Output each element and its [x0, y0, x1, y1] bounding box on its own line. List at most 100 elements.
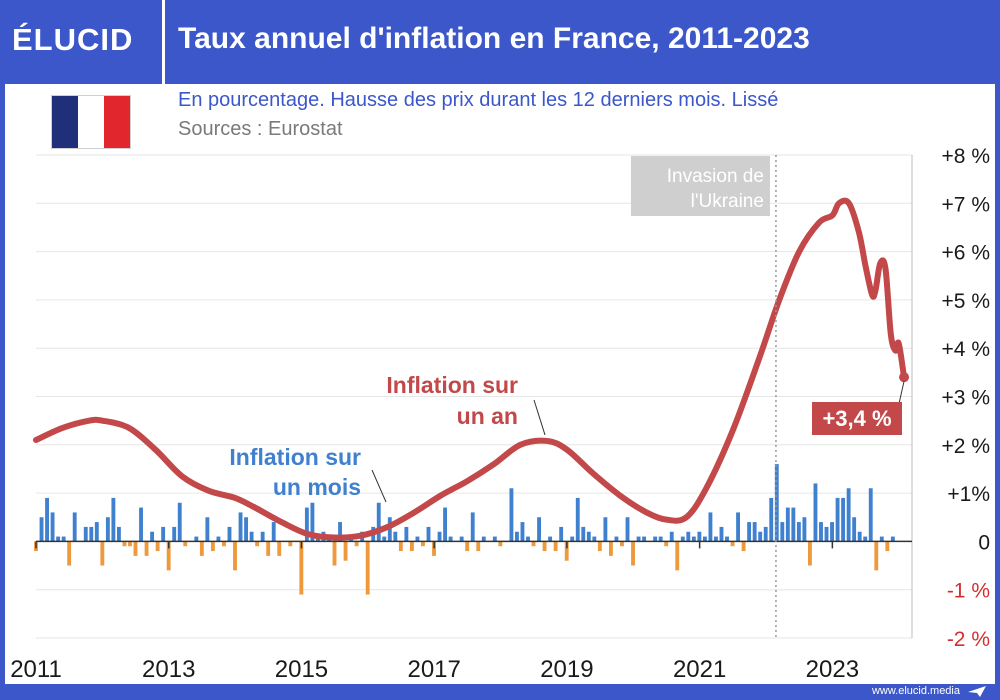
y-tick-label: +5 %	[942, 290, 990, 313]
monthly-bar	[802, 517, 807, 542]
monthly-bar	[249, 531, 254, 542]
monthly-bar	[548, 536, 553, 542]
monthly-bar	[763, 526, 768, 542]
monthly-bar	[725, 536, 729, 542]
monthly-bar	[144, 541, 149, 556]
monthly-bar	[271, 522, 276, 542]
monthly-bar	[824, 526, 829, 542]
monthly-bar	[227, 526, 232, 542]
monthly-bar	[614, 536, 619, 542]
monthly-bar	[365, 541, 370, 595]
monthly-bar	[741, 541, 746, 552]
ukraine-label-box	[630, 156, 770, 216]
monthly-bar	[354, 541, 359, 547]
monthly-bar	[155, 541, 160, 552]
monthly-bar	[730, 541, 735, 547]
monthly-bar	[421, 541, 425, 547]
x-tick-label: 2015	[275, 656, 328, 683]
monthly-bar	[61, 536, 66, 542]
monthly-bar	[122, 541, 127, 547]
monthly-bar	[310, 502, 315, 542]
monthly-bar	[233, 541, 237, 571]
y-tick-label: +4 %	[942, 338, 990, 361]
monthly-bar	[476, 541, 481, 552]
monthly-bar	[653, 536, 658, 542]
monthly-bar	[774, 464, 779, 542]
monthly-bar	[39, 517, 44, 542]
x-tick-label: 2017	[407, 656, 460, 683]
monthly-bar	[509, 488, 514, 542]
monthly-bar	[50, 512, 55, 542]
monthly-bar	[498, 541, 503, 547]
last-value-point	[899, 372, 910, 383]
y-tick-label: +2 %	[942, 435, 990, 458]
france-flag	[52, 96, 130, 148]
monthly-bar	[304, 507, 309, 542]
monthly-bar	[608, 541, 613, 556]
monthly-bar	[393, 531, 398, 542]
y-tick-label: +7 %	[942, 193, 990, 216]
annual-inflation-line	[33, 197, 908, 541]
monthly-bar	[846, 488, 851, 542]
monthly-bar	[459, 536, 464, 542]
monthly-bar	[868, 488, 873, 542]
monthly-bar	[769, 497, 774, 542]
monthly-bar	[686, 531, 691, 542]
monthly-bar	[852, 517, 857, 542]
monthly-bar	[542, 541, 547, 552]
last-value-badge	[812, 402, 902, 435]
y-tick-label: +3 %	[942, 387, 990, 410]
footer-url[interactable]: www.elucid.media	[871, 685, 960, 697]
elucid-logo: ÉLUCID	[12, 22, 134, 57]
monthly-bar	[94, 522, 99, 542]
monthly-bar	[128, 541, 132, 547]
monthly-bar	[592, 536, 597, 542]
monthly-bar	[636, 536, 641, 542]
monthly-bar	[879, 536, 884, 542]
monthly-bar	[177, 502, 182, 542]
monthly-bar	[105, 517, 110, 542]
monthly-bar	[736, 512, 741, 542]
monthly-bar	[210, 541, 215, 552]
monthly-bars-label: Inflation sur	[229, 444, 361, 470]
monthly-bar	[481, 536, 486, 542]
monthly-bar	[841, 497, 846, 542]
paper-plane-icon	[968, 686, 986, 697]
monthly-bar	[443, 507, 448, 542]
axes	[35, 155, 913, 638]
x-tick-label: 2013	[142, 656, 195, 683]
monthly-bar	[586, 531, 591, 542]
y-tick-label: +6 %	[942, 242, 990, 265]
monthly-bar	[404, 526, 409, 542]
monthly-bar	[515, 531, 519, 542]
monthly-bar	[658, 536, 663, 542]
monthly-bar	[747, 522, 752, 542]
x-tick-label: 2011	[10, 656, 62, 683]
ukraine-label: l'Ukraine	[691, 191, 764, 212]
monthly-bar	[111, 497, 116, 542]
monthly-bar	[564, 541, 569, 561]
monthly-bar	[277, 541, 282, 556]
monthly-bar	[161, 526, 166, 542]
monthly-bar	[260, 531, 265, 542]
monthly-bar	[581, 526, 586, 542]
monthly-bar	[597, 541, 602, 552]
monthly-bar	[791, 507, 796, 542]
monthly-bar	[526, 536, 530, 542]
monthly-bar	[45, 497, 49, 542]
y-tick-label: -1 %	[947, 580, 990, 603]
monthly-bar	[465, 541, 470, 552]
monthly-bar	[520, 522, 525, 542]
monthly-bar	[575, 497, 580, 542]
monthly-bar	[625, 517, 630, 542]
monthly-bar	[382, 536, 387, 542]
monthly-bar	[835, 497, 840, 542]
monthly-bar	[288, 541, 293, 547]
monthly-bar	[857, 531, 862, 542]
header-bar	[0, 0, 1000, 84]
grid-lines	[36, 154, 912, 639]
x-tick-label: 2021	[673, 656, 726, 683]
monthly-bar	[133, 541, 138, 556]
monthly-bar	[758, 531, 763, 542]
